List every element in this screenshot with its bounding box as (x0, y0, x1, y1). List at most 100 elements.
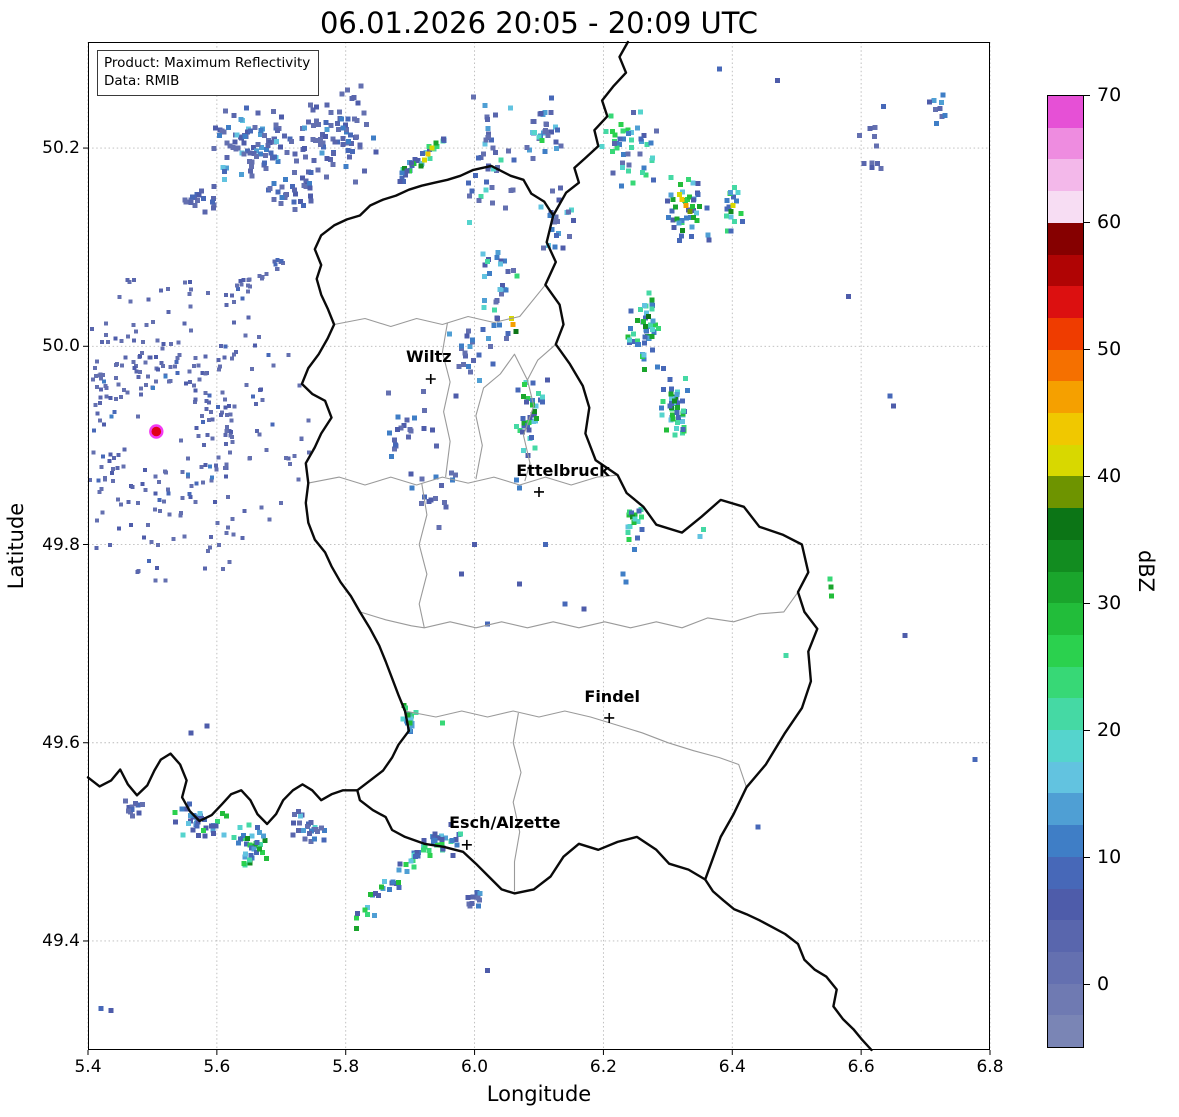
echo-cell (200, 413, 205, 418)
echo-cell (332, 139, 338, 145)
echo-cell (654, 364, 660, 370)
echo-cell (875, 160, 881, 166)
echo-cell (313, 827, 319, 832)
echo-cell (234, 132, 240, 138)
echo-cell (669, 396, 674, 402)
echo-cell (679, 189, 685, 195)
echo-cell (246, 315, 251, 320)
colorbar-band (1048, 888, 1083, 921)
echo-cell (218, 413, 223, 417)
echo-cell (427, 156, 433, 161)
echo-cell (542, 542, 548, 547)
echo-cell (221, 177, 227, 182)
echo-cell (255, 825, 260, 830)
echo-cell (679, 218, 685, 224)
echo-cell (489, 185, 495, 191)
echo-cell (691, 197, 697, 203)
echo-cell (704, 205, 710, 211)
echo-cell (244, 835, 250, 841)
echo-cell (641, 165, 647, 171)
echo-cell (247, 857, 253, 863)
colorbar-tick-mark (1084, 348, 1090, 350)
echo-cell (845, 294, 851, 300)
echo-cell (426, 144, 432, 150)
echo-cell (651, 330, 657, 335)
echo-cell (114, 363, 119, 368)
echo-cell (214, 463, 219, 468)
neighbor-country-border (704, 878, 873, 1052)
echo-cell (490, 361, 496, 367)
echo-cell (251, 150, 257, 156)
echo-cell (188, 328, 193, 333)
echo-cell (246, 289, 251, 294)
echo-cell (545, 132, 551, 138)
echo-cell (94, 359, 99, 364)
colorbar-band (1048, 380, 1083, 414)
echo-cell (690, 204, 696, 210)
echo-cell (926, 99, 932, 105)
echo-cell (386, 887, 392, 893)
echo-cell (629, 510, 634, 516)
echo-cell (231, 352, 236, 357)
echo-cell (409, 160, 415, 166)
echo-cell (225, 413, 230, 418)
echo-cell (300, 828, 306, 834)
echo-cell (176, 340, 181, 345)
echo-cell (554, 145, 560, 151)
echo-cell (241, 140, 247, 146)
echo-cell (404, 168, 410, 174)
echo-cell (236, 840, 242, 846)
echo-cell (98, 1005, 104, 1011)
echo-cell (168, 364, 173, 369)
echo-cell (469, 900, 475, 906)
colorbar-band (1048, 190, 1083, 223)
echo-cell (482, 262, 488, 268)
echo-cell (303, 178, 309, 184)
echo-cell (350, 148, 356, 154)
echo-cell (395, 427, 401, 433)
echo-cell (194, 823, 200, 829)
echo-cell (114, 376, 119, 380)
echo-cell (210, 436, 215, 441)
echo-cell (97, 373, 102, 378)
echo-cell (306, 119, 312, 125)
echo-cell (517, 581, 523, 587)
echo-cell (125, 808, 131, 814)
echo-cell (386, 390, 391, 396)
echo-cell (188, 495, 193, 500)
echo-cell (442, 500, 448, 506)
colorbar-band (1048, 539, 1083, 572)
echo-cell (186, 801, 192, 807)
echo-cell (163, 469, 168, 474)
echo-cell (351, 116, 357, 122)
echo-cell (196, 832, 201, 838)
echo-cell (725, 228, 731, 234)
echo-cell (440, 846, 446, 852)
echo-cell (660, 399, 666, 405)
echo-cell (495, 250, 501, 255)
echo-cell (381, 878, 387, 884)
echo-cell (267, 517, 272, 522)
echo-cell (180, 495, 185, 500)
echo-cell (443, 504, 449, 510)
echo-cell (257, 432, 262, 437)
echo-cell (110, 466, 115, 471)
echo-cell (552, 124, 558, 130)
echo-cell (138, 386, 143, 391)
echo-cell (631, 110, 637, 115)
echo-cell (250, 145, 256, 150)
luxembourg-border (300, 164, 819, 895)
echo-cell (203, 391, 208, 396)
echo-cell (104, 333, 109, 337)
echo-cell (302, 125, 308, 131)
echo-cell (308, 193, 314, 199)
colorbar-band (1048, 697, 1083, 731)
echo-cell (191, 383, 196, 388)
colorbar-band (1048, 475, 1083, 509)
colorbar-tick-mark (1084, 221, 1090, 223)
echo-cell (972, 757, 978, 763)
echo-cell (186, 472, 191, 477)
echo-cell (476, 352, 482, 358)
echo-cell (684, 387, 690, 393)
echo-cell (299, 436, 304, 441)
